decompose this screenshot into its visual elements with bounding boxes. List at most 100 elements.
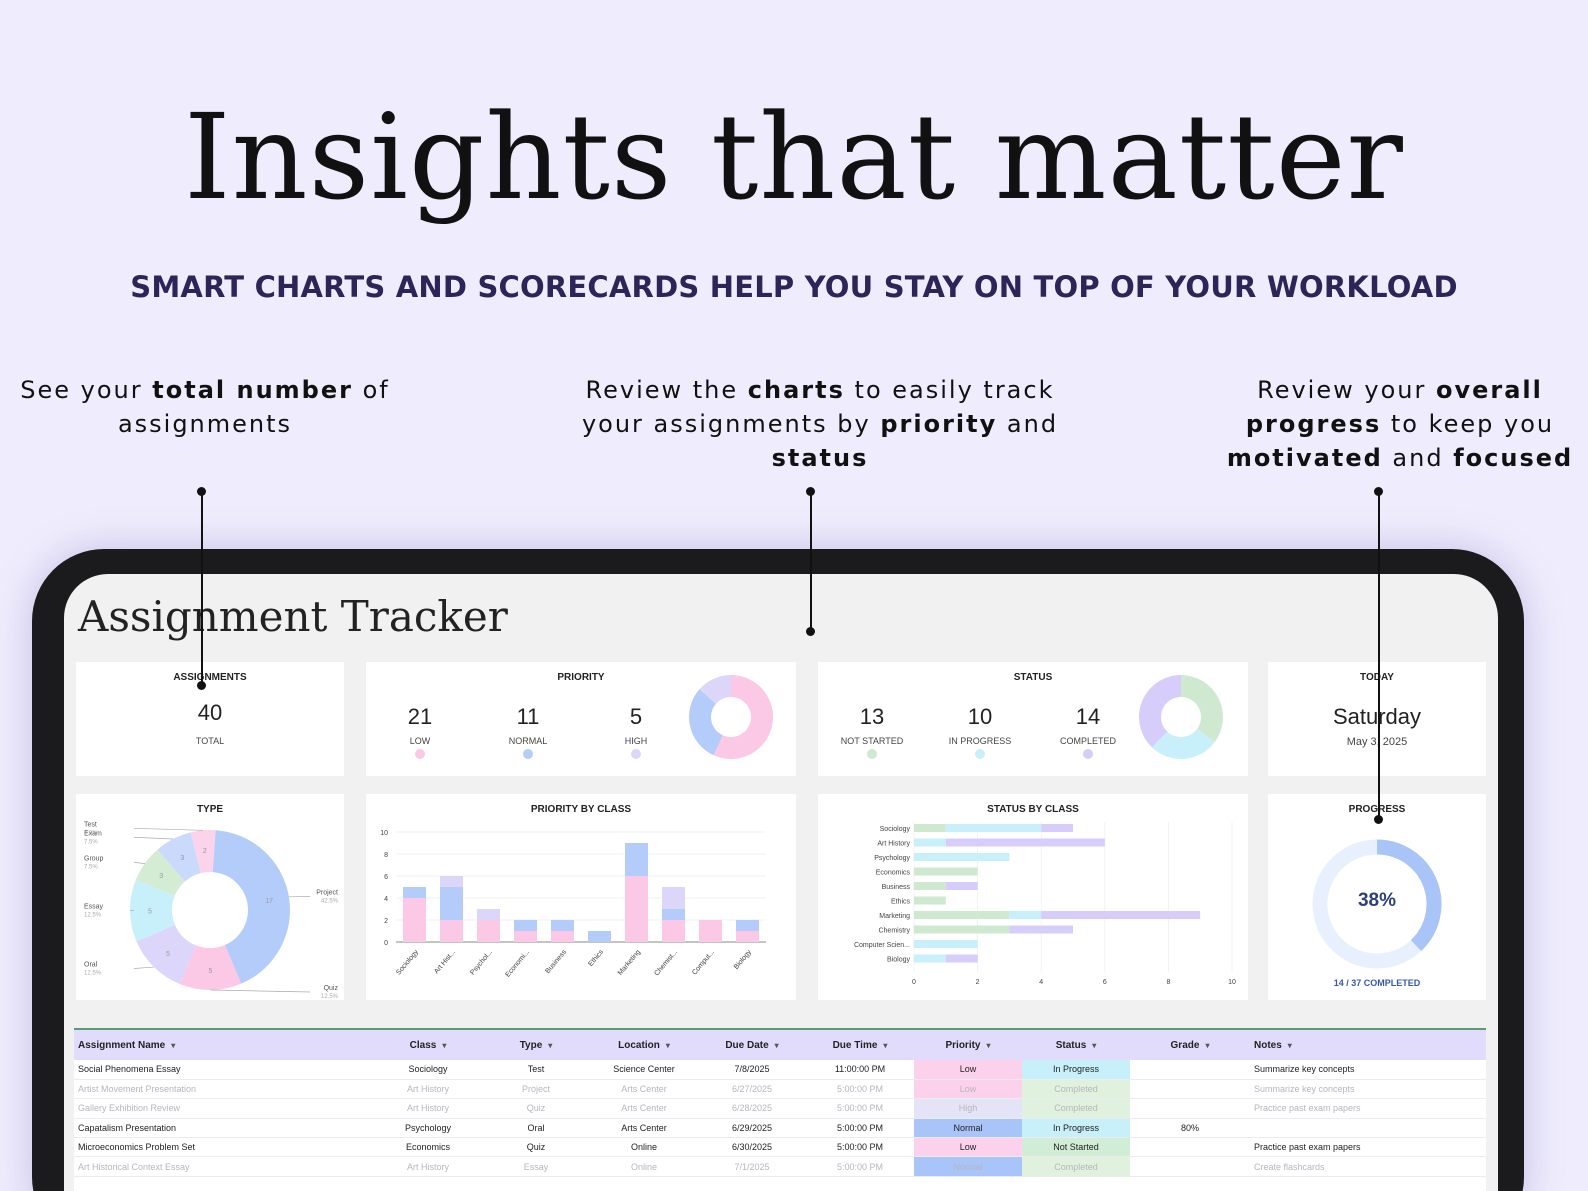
- cell-priority[interactable]: Normal: [914, 1118, 1022, 1139]
- cell-notes[interactable]: [1250, 1118, 1486, 1139]
- cell-location[interactable]: Arts Center: [590, 1098, 698, 1119]
- cell-name[interactable]: Capatalism Presentation: [74, 1118, 374, 1139]
- table-row[interactable]: Capatalism Presentation Psychology Oral Art…: [74, 1118, 1486, 1139]
- cell-location[interactable]: Online: [590, 1156, 698, 1177]
- pbc-bar: [551, 931, 574, 942]
- column-header-label: Due Time: [832, 1039, 878, 1051]
- cell-status[interactable]: Completed: [1022, 1098, 1130, 1119]
- cell-notes[interactable]: Create flashcards: [1250, 1156, 1486, 1177]
- cell-class[interactable]: Art History: [374, 1098, 482, 1119]
- cell-class[interactable]: Art History: [374, 1079, 482, 1100]
- cell-type[interactable]: Project: [482, 1079, 590, 1100]
- filter-icon[interactable]: ▾: [986, 1040, 991, 1050]
- column-header[interactable]: Status ▾: [1022, 1030, 1130, 1060]
- column-header[interactable]: Due Time ▾: [806, 1030, 914, 1060]
- cell-date[interactable]: 6/30/2025: [698, 1137, 806, 1158]
- cell-status[interactable]: In Progress: [1022, 1060, 1130, 1080]
- cell-priority[interactable]: Low: [914, 1137, 1022, 1158]
- cell-status[interactable]: Not Started: [1022, 1137, 1130, 1158]
- cell-priority[interactable]: High: [914, 1098, 1022, 1119]
- cell-notes[interactable]: Summarize key concepts: [1250, 1060, 1486, 1080]
- cell-priority[interactable]: Normal: [914, 1156, 1022, 1177]
- cell-grade[interactable]: [1130, 1079, 1250, 1100]
- type-leader-line: [133, 827, 204, 831]
- column-header[interactable]: Location ▾: [590, 1030, 698, 1060]
- column-header[interactable]: Type ▾: [482, 1030, 590, 1060]
- cell-type[interactable]: Test: [482, 1060, 590, 1080]
- cell-priority[interactable]: Low: [914, 1060, 1022, 1080]
- sbc-xtick: 0: [912, 979, 916, 986]
- cell-name[interactable]: Social Phenomena Essay: [74, 1060, 374, 1080]
- cell-grade[interactable]: [1130, 1098, 1250, 1119]
- status-inprogress-label: IN PROGRESS: [948, 736, 1012, 746]
- column-header[interactable]: Due Date ▾: [698, 1030, 806, 1060]
- filter-icon[interactable]: ▾: [1205, 1040, 1210, 1050]
- cell-location[interactable]: Online: [590, 1137, 698, 1158]
- cell-grade[interactable]: [1130, 1137, 1250, 1158]
- cell-type[interactable]: Essay: [482, 1156, 590, 1177]
- cell-name[interactable]: Gallery Exhibition Review: [74, 1098, 374, 1119]
- cell-date[interactable]: 7/1/2025: [698, 1156, 806, 1177]
- column-header[interactable]: Priority ▾: [914, 1030, 1022, 1060]
- cell-grade[interactable]: [1130, 1156, 1250, 1177]
- cell-status[interactable]: In Progress: [1022, 1118, 1130, 1139]
- cell-time[interactable]: 5:00:00 PM: [806, 1098, 914, 1119]
- cell-time[interactable]: 5:00:00 PM: [806, 1079, 914, 1100]
- cell-name[interactable]: Art Historical Context Essay: [74, 1156, 374, 1177]
- cell-time[interactable]: 5:00:00 PM: [806, 1118, 914, 1139]
- table-row[interactable]: Gallery Exhibition Review Art History Quiz…: [74, 1098, 1486, 1119]
- column-header[interactable]: Grade ▾: [1130, 1030, 1250, 1060]
- table-row[interactable]: Microeconomics Problem Set Economics Quiz O…: [74, 1137, 1486, 1158]
- cell-date[interactable]: 6/27/2025: [698, 1079, 806, 1100]
- filter-icon[interactable]: ▾: [774, 1040, 779, 1050]
- sbc-bar: [914, 911, 1010, 919]
- cell-class[interactable]: Sociology: [374, 1060, 482, 1080]
- column-header[interactable]: Assignment Name ▾: [74, 1030, 374, 1060]
- pbc-xtick: Business: [544, 948, 568, 975]
- cell-location[interactable]: Arts Center: [590, 1118, 698, 1139]
- cell-notes[interactable]: Practice past exam papers: [1250, 1137, 1486, 1158]
- filter-icon[interactable]: ▾: [548, 1040, 553, 1050]
- filter-icon[interactable]: ▾: [171, 1040, 176, 1050]
- column-header[interactable]: Notes ▾: [1250, 1030, 1486, 1060]
- pbc-xtick: Marketing: [617, 949, 642, 977]
- cell-date[interactable]: 6/29/2025: [698, 1118, 806, 1139]
- table-row[interactable]: Social Phenomena Essay Sociology Test Scien…: [74, 1060, 1486, 1080]
- filter-icon[interactable]: ▾: [1287, 1040, 1292, 1050]
- cell-notes[interactable]: Practice past exam papers: [1250, 1098, 1486, 1119]
- cell-name[interactable]: Microeconomics Problem Set: [74, 1137, 374, 1158]
- type-label: Exam: [84, 830, 102, 837]
- sbc-ytick: Economics: [876, 870, 911, 877]
- pbc-ytick: 8: [384, 852, 388, 859]
- cell-notes[interactable]: Summarize key concepts: [1250, 1079, 1486, 1100]
- cell-status[interactable]: Completed: [1022, 1156, 1130, 1177]
- type-percent: 7.5%: [84, 864, 98, 870]
- cell-time[interactable]: 5:00:00 PM: [806, 1156, 914, 1177]
- filter-icon[interactable]: ▾: [442, 1040, 447, 1050]
- cell-type[interactable]: Quiz: [482, 1137, 590, 1158]
- cell-location[interactable]: Arts Center: [590, 1079, 698, 1100]
- filter-icon[interactable]: ▾: [665, 1040, 670, 1050]
- filter-icon[interactable]: ▾: [883, 1040, 888, 1050]
- filter-icon[interactable]: ▾: [1092, 1040, 1097, 1050]
- cell-date[interactable]: 7/8/2025: [698, 1060, 806, 1080]
- cell-date[interactable]: 6/28/2025: [698, 1098, 806, 1119]
- cell-time[interactable]: 5:00:00 PM: [806, 1137, 914, 1158]
- cell-priority[interactable]: Low: [914, 1079, 1022, 1100]
- cell-class[interactable]: Psychology: [374, 1118, 482, 1139]
- cell-status[interactable]: Completed: [1022, 1079, 1130, 1100]
- cell-type[interactable]: Quiz: [482, 1098, 590, 1119]
- cell-class[interactable]: Economics: [374, 1137, 482, 1158]
- pointer-line-assignments: [201, 491, 203, 685]
- cell-location[interactable]: Science Center: [590, 1060, 698, 1080]
- cell-class[interactable]: Art History: [374, 1156, 482, 1177]
- table-row[interactable]: Art Historical Context Essay Art History E…: [74, 1156, 1486, 1177]
- cell-type[interactable]: Oral: [482, 1118, 590, 1139]
- column-header[interactable]: Class ▾: [374, 1030, 482, 1060]
- cell-grade[interactable]: [1130, 1060, 1250, 1080]
- table-row[interactable]: Artist Movement Presentation Art History P…: [74, 1079, 1486, 1100]
- cell-time[interactable]: 11:00:00 PM: [806, 1060, 914, 1080]
- cell-name[interactable]: Artist Movement Presentation: [74, 1079, 374, 1100]
- cell-grade[interactable]: 80%: [1130, 1118, 1250, 1139]
- pbc-bar: [477, 920, 500, 942]
